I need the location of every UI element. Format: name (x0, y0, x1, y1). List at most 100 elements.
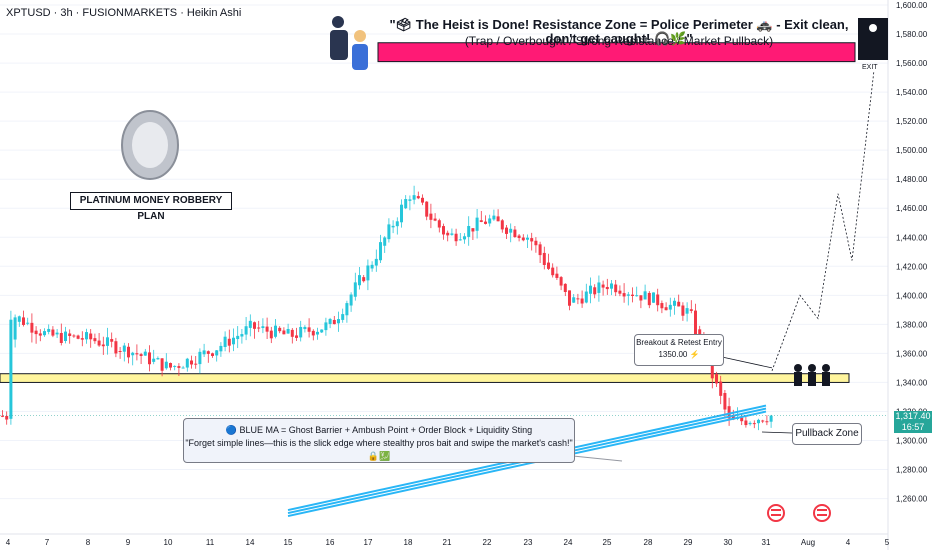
x-tick-label: 9 (126, 538, 131, 547)
candle-body (463, 236, 466, 240)
candle-body (232, 337, 235, 345)
blue-ma-callout: 🔵 BLUE MA = Ghost Barrier + Ambush Point… (183, 418, 575, 463)
projection (0, 70, 888, 434)
y-tick-label: 1,360.00 (896, 349, 928, 358)
candle-body (5, 415, 9, 420)
candle-body (395, 221, 399, 227)
candle-body (43, 331, 46, 336)
candle-body (664, 307, 668, 311)
candle-body (383, 237, 387, 246)
candle-body (601, 284, 605, 288)
ma-callout-pointer (572, 455, 623, 462)
entry-line2: 1350.00 ⚡ (658, 350, 700, 359)
candle-body (652, 292, 655, 303)
candle-body (198, 351, 202, 365)
y-tick-label: 1,560.00 (896, 59, 928, 68)
heist-headline: "🗳 The Heist is Done! Resistance Zone = … (389, 17, 849, 46)
candle-body (761, 420, 765, 422)
y-tick-label: 1,500.00 (896, 146, 928, 155)
candle-body (135, 353, 139, 355)
last-price: 1,317.40 (895, 411, 931, 421)
candle-body (643, 291, 647, 300)
candle-body (589, 285, 592, 294)
candle-body (668, 304, 672, 310)
candle-body (530, 238, 534, 242)
candle-body (454, 233, 458, 242)
candle-body (631, 294, 634, 296)
candle-body (374, 258, 378, 266)
x-tick-label: 31 (762, 538, 771, 547)
candle-body (681, 305, 685, 316)
police-head-icon (332, 16, 344, 28)
candle-body (127, 346, 130, 358)
candle-body (526, 237, 529, 240)
candle-body (425, 201, 429, 217)
candle-body (118, 351, 122, 353)
candle-body (421, 197, 424, 203)
candle-body (236, 335, 240, 340)
candle-body (316, 331, 319, 335)
candle-body (148, 352, 151, 365)
candle-body (89, 333, 93, 340)
x-tick-label: 15 (284, 538, 293, 547)
candle-body (391, 225, 395, 228)
candle-body (513, 229, 517, 238)
candle-body (744, 420, 748, 426)
candle-body (17, 316, 21, 322)
candle-body (274, 325, 277, 337)
candle-body (337, 319, 340, 324)
candle-body (341, 314, 345, 320)
candle-body (328, 318, 332, 324)
entry-line1: Breakout & Retest Entry (636, 338, 722, 347)
candle-body (332, 319, 336, 325)
candle-body (416, 196, 420, 199)
candle-body (353, 282, 357, 297)
candle-body (257, 327, 261, 329)
candle-body (568, 290, 571, 306)
candle-body (442, 226, 445, 235)
candle-body (1, 415, 4, 417)
x-tick-label: 11 (206, 538, 215, 547)
candle-body (223, 336, 227, 348)
x-tick-label: 18 (404, 538, 413, 547)
candle-body (433, 218, 437, 221)
resistance-zone (377, 42, 856, 63)
candle-body (479, 220, 483, 222)
candle-body (240, 334, 244, 337)
flag-stripe-icon (771, 509, 781, 511)
candle-body (38, 333, 42, 336)
y-tick-label: 1,380.00 (896, 320, 928, 329)
candle-body (400, 204, 403, 223)
x-tick-label: 21 (443, 538, 452, 547)
candle-body (408, 199, 412, 201)
blue-line2: "Forget simple lines—this is the slick e… (185, 438, 573, 461)
candle-body (572, 297, 576, 303)
candle-body (110, 339, 114, 342)
candle-body (610, 283, 613, 289)
exit-label: EXIT (862, 64, 878, 71)
x-tick-label: Aug (801, 538, 815, 547)
x-tick-label: 28 (644, 538, 653, 547)
candle-body (295, 335, 298, 338)
candle-body (131, 352, 135, 356)
candle-body (576, 298, 580, 300)
candle-body (122, 345, 126, 352)
candle-body (757, 419, 760, 424)
candle-body (618, 290, 622, 294)
x-tick-label: 5 (885, 538, 890, 547)
candle-body (290, 329, 294, 337)
x-tick-label: 10 (164, 538, 173, 547)
candle-body (639, 295, 643, 301)
candle-body (114, 341, 118, 354)
candle-body (437, 220, 441, 228)
candle-body (362, 277, 366, 282)
candle-body (534, 240, 538, 246)
x-tick-label: 30 (724, 538, 733, 547)
y-tick-label: 1,520.00 (896, 117, 928, 126)
y-tick-label: 1,340.00 (896, 378, 928, 387)
y-tick-label: 1,300.00 (896, 437, 928, 446)
zones (0, 42, 856, 383)
candle-body (181, 367, 185, 369)
candle-body (47, 328, 51, 332)
